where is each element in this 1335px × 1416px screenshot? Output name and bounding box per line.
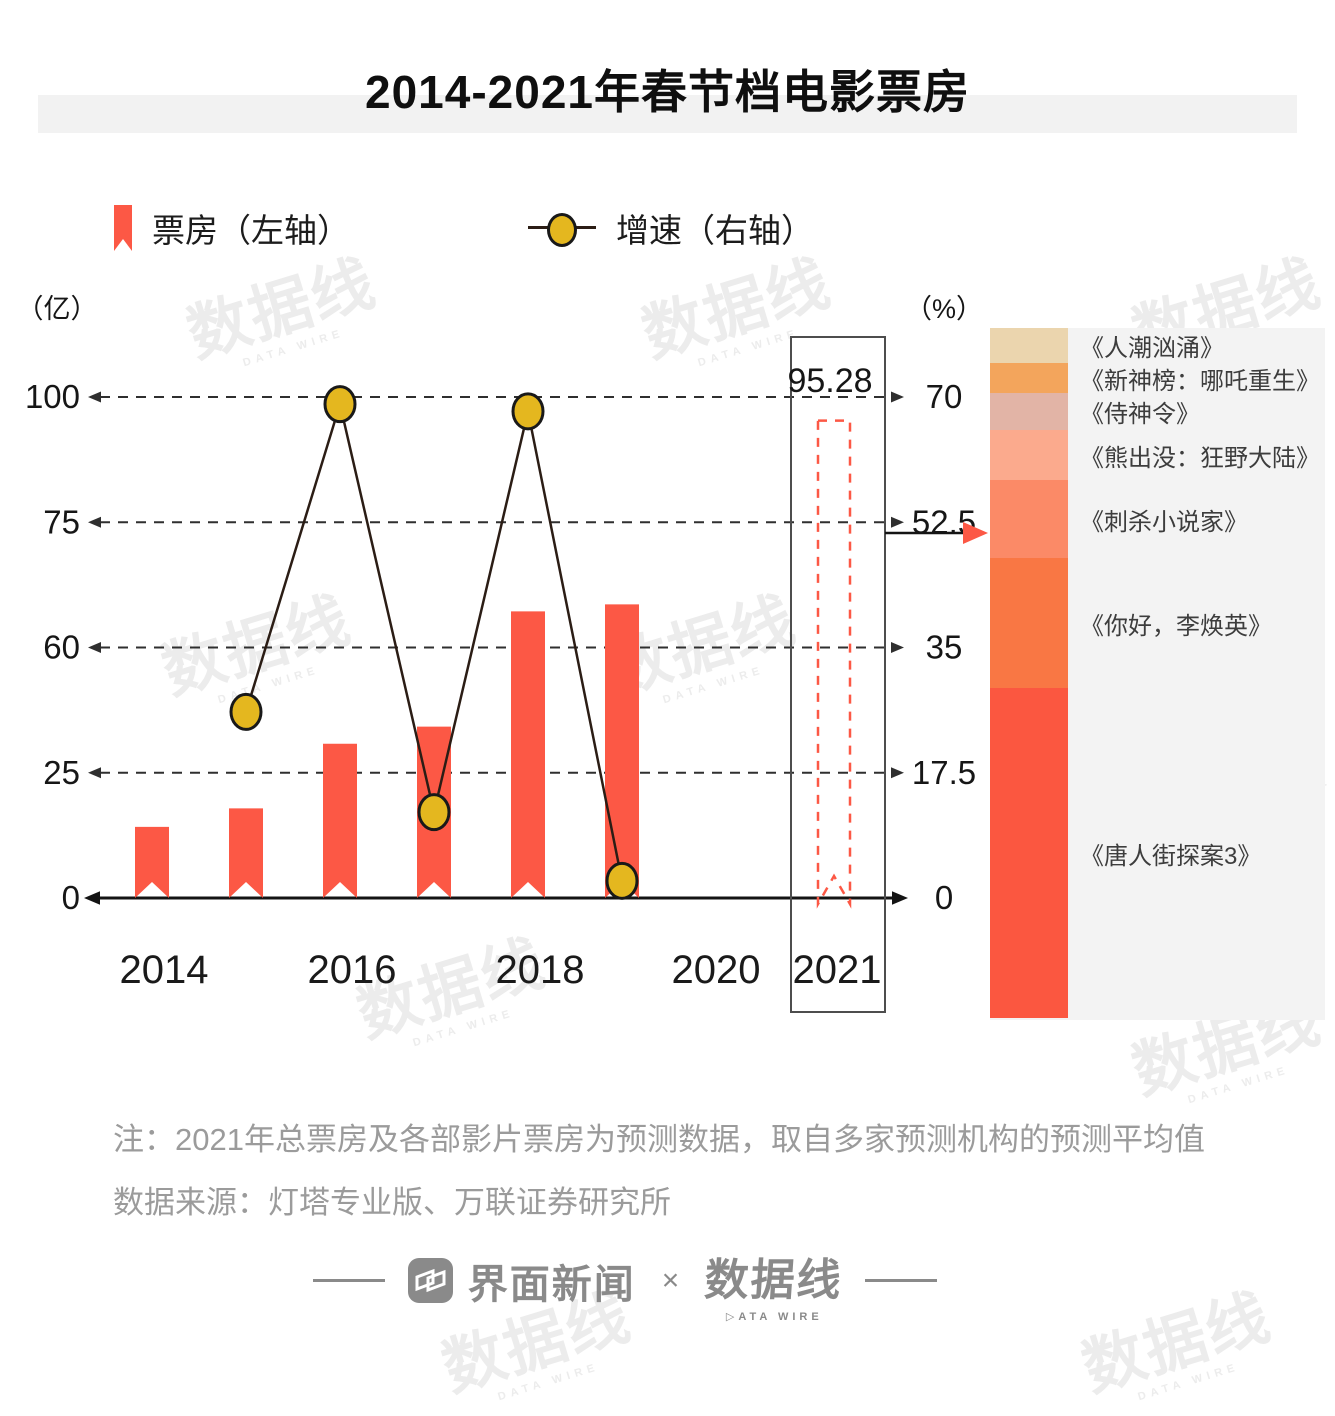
axis-arrowhead [891, 767, 904, 779]
forecast-2021-box [790, 336, 886, 1013]
datawire-subtitle: ▷ATA WIRE [725, 1311, 823, 1323]
axis-arrowhead [84, 891, 100, 905]
film-title-label: 《唐人街探案3》 [1080, 842, 1262, 870]
legend-label-growth: 增速（右轴） [616, 212, 814, 249]
legend-item-boxoffice: 票房（左轴） [114, 198, 350, 258]
year-label-2020: 2020 [672, 948, 761, 992]
legend: 票房（左轴） 增速（右轴） [0, 198, 1335, 258]
right-tick-17.5: 17.5 [912, 754, 976, 791]
growth-dot-2015 [229, 692, 263, 731]
growth-dot-2016 [323, 385, 357, 424]
legend-item-growth: 增速（右轴） [528, 198, 814, 258]
breakdown-row: 《人潮汹涌》 [990, 328, 1325, 363]
bar-2015 [229, 808, 263, 898]
film-title-label: 《新神榜：哪吒重生》 [1080, 367, 1320, 395]
left-rule [312, 1279, 385, 1282]
collab-x: × [661, 1263, 680, 1297]
right-axis-unit: （%） [905, 294, 983, 324]
breakdown-row: 《刺杀小说家》 [990, 480, 1325, 558]
breakdown-row: 《新神榜：哪吒重生》 [990, 363, 1325, 395]
axis-arrowhead [88, 767, 101, 779]
right-tick-0: 0 [935, 879, 953, 916]
page-title: 2014-2021年春节档电影票房 [365, 66, 970, 118]
title-band [38, 95, 1297, 133]
bar-2014 [135, 826, 169, 898]
left-tick-0: 0 [62, 879, 80, 916]
right-rule [865, 1279, 938, 1282]
film-title-label: 《侍神令》 [1080, 401, 1200, 428]
datawire-wordmark: 数据线 [703, 1256, 845, 1305]
footer-brand-row: 界面新闻 × 数据线 ▷ATA WIRE [0, 1238, 1250, 1323]
right-tick-70: 70 [926, 378, 963, 415]
axis-arrowhead [892, 891, 908, 905]
year-label-2016: 2016 [308, 948, 397, 992]
watermark-subtext: DATA WIRE [496, 1360, 601, 1404]
left-tick-25: 25 [43, 754, 80, 791]
film-title-label: 《你好，李焕英》 [1080, 612, 1272, 640]
jiemian-logo-icon [407, 1258, 453, 1303]
axis-arrowhead [891, 391, 904, 403]
film-color-swatch [990, 393, 1068, 430]
growth-dot-2017 [417, 793, 451, 832]
breakdown-row: 《侍神令》 [990, 393, 1325, 430]
year-label-2021: 2021 [793, 948, 882, 992]
right-tick-35: 35 [926, 629, 963, 666]
jiemian-wordmark: 界面新闻 [467, 1262, 636, 1307]
breakdown-row: 《熊出没：狂野大陆》 [990, 430, 1325, 480]
forecast-value-label: 95.28 [787, 362, 872, 400]
left-tick-60: 60 [43, 629, 80, 666]
axis-arrowhead [88, 516, 101, 528]
bar-2018 [511, 611, 545, 898]
breakdown-row: 《唐人街探案3》 [990, 688, 1325, 1018]
film-color-swatch [990, 430, 1068, 480]
growth-dot-2019 [605, 861, 639, 900]
legend-label-boxoffice: 票房（左轴） [152, 212, 350, 249]
breakdown-panel-2021: 《人潮汹涌》《新神榜：哪吒重生》 《侍神令》《熊出没：狂野大陆》 《刺杀小说家》 《你… [990, 328, 1325, 1020]
growth-dot-2018 [511, 392, 545, 431]
axis-arrowhead [891, 642, 904, 653]
axis-arrowhead [88, 642, 101, 653]
bar-2019 [605, 604, 639, 898]
left-tick-75: 75 [43, 503, 80, 540]
film-color-swatch [990, 363, 1068, 393]
jiemian-brand: 界面新闻 [407, 1252, 636, 1310]
panel-connector-arrowhead [963, 522, 988, 544]
breakdown-row: 《你好，李焕英》 [990, 558, 1325, 688]
film-title-label: 《人潮汹涌》 [1080, 335, 1224, 362]
watermark-subtext: DATA WIRE [1136, 1360, 1241, 1404]
bar-2016 [323, 743, 357, 898]
forecast-bar-2021 [816, 419, 852, 909]
axis-arrowhead [891, 516, 904, 528]
axis-arrowhead [88, 391, 101, 403]
film-color-swatch [990, 328, 1068, 363]
datawire-logo: 数据线 ▷ATA WIRE [703, 1244, 845, 1323]
film-color-swatch [990, 558, 1068, 688]
yellow-dot-icon [547, 213, 577, 247]
footnote-line-1: 注：2021年总票房及各部影片票房为预测数据，取自多家预测机构的预测平均值 [113, 1122, 1205, 1157]
footnote-line-2: 数据来源：灯塔专业版、万联证券研究所 [113, 1185, 671, 1220]
film-color-swatch [990, 480, 1068, 558]
film-color-swatch [990, 688, 1068, 1018]
left-axis-unit: （亿） [17, 294, 98, 324]
footnotes: 注：2021年总票房及各部影片票房为预测数据，取自多家预测机构的预测平均值 数据… [113, 1108, 1205, 1234]
bar-ribbon-icon [114, 205, 132, 251]
year-label-2014: 2014 [120, 948, 209, 992]
film-title-label: 《熊出没：狂野大陆》 [1080, 444, 1320, 472]
year-label-2018: 2018 [496, 948, 585, 992]
film-title-label: 《刺杀小说家》 [1080, 508, 1248, 536]
left-tick-100: 100 [25, 378, 80, 415]
line-dot-icon [528, 212, 596, 247]
